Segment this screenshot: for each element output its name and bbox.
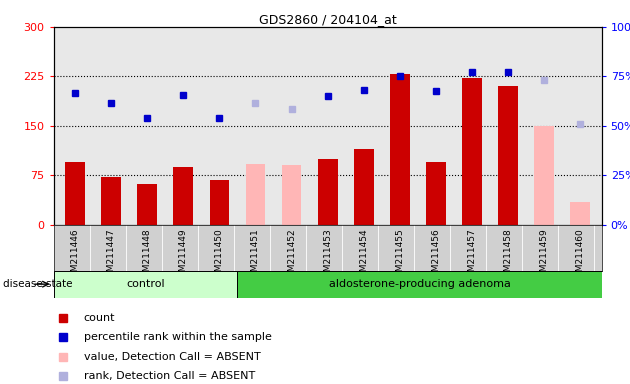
Text: value, Detection Call = ABSENT: value, Detection Call = ABSENT	[84, 352, 260, 362]
Text: GSM211460: GSM211460	[576, 228, 585, 283]
Text: aldosterone-producing adenoma: aldosterone-producing adenoma	[329, 279, 510, 289]
Text: GSM211457: GSM211457	[467, 228, 476, 283]
Bar	[534, 126, 554, 225]
Text: GSM211458: GSM211458	[503, 228, 512, 283]
Bar	[54, 271, 238, 298]
Bar	[498, 86, 518, 225]
Bar	[173, 167, 193, 225]
Text: GSM211459: GSM211459	[539, 228, 549, 283]
Bar	[210, 180, 229, 225]
Bar	[246, 164, 265, 225]
Text: GSM211452: GSM211452	[287, 228, 296, 283]
Bar	[570, 202, 590, 225]
Bar	[390, 74, 410, 225]
Text: GSM211455: GSM211455	[395, 228, 404, 283]
Text: control: control	[126, 279, 165, 289]
Text: disease state: disease state	[3, 279, 72, 289]
Text: percentile rank within the sample: percentile rank within the sample	[84, 332, 272, 342]
Bar	[282, 166, 302, 225]
Text: GSM211453: GSM211453	[323, 228, 332, 283]
Text: GSM211446: GSM211446	[71, 228, 79, 283]
Text: rank, Detection Call = ABSENT: rank, Detection Call = ABSENT	[84, 371, 255, 381]
Title: GDS2860 / 204104_at: GDS2860 / 204104_at	[259, 13, 396, 26]
Bar	[462, 78, 482, 225]
Bar	[238, 271, 602, 298]
Text: GSM211447: GSM211447	[106, 228, 116, 283]
Bar	[318, 159, 338, 225]
Bar	[66, 162, 85, 225]
Text: GSM211456: GSM211456	[432, 228, 440, 283]
Bar	[353, 149, 374, 225]
Text: GSM211448: GSM211448	[143, 228, 152, 283]
Text: count: count	[84, 313, 115, 323]
Text: GSM211454: GSM211454	[359, 228, 368, 283]
Bar	[426, 162, 445, 225]
Text: GSM211449: GSM211449	[179, 228, 188, 283]
Text: GSM211450: GSM211450	[215, 228, 224, 283]
Text: GSM211451: GSM211451	[251, 228, 260, 283]
Bar	[101, 177, 121, 225]
Bar	[137, 184, 158, 225]
